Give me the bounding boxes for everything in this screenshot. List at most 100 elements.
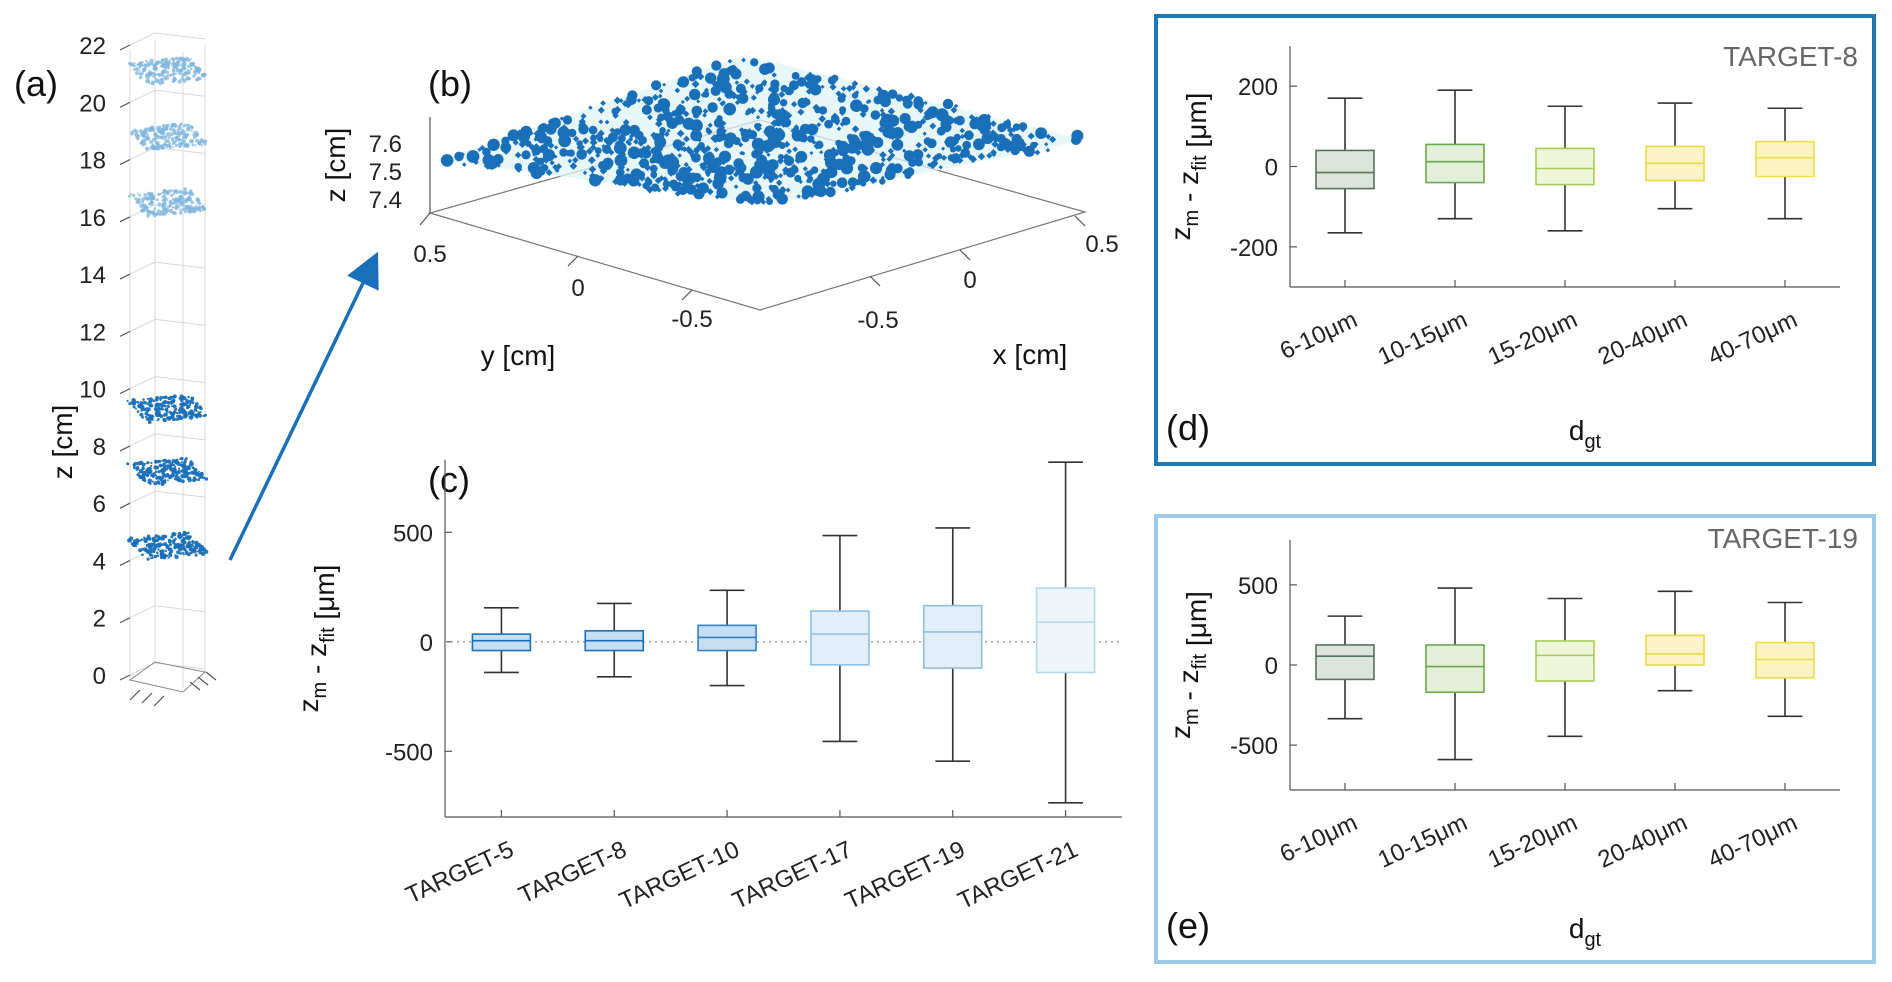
panel-a-particle — [126, 462, 129, 465]
panel-a-particle — [174, 543, 178, 546]
panel-b-particle — [953, 133, 961, 141]
panel-a-particle — [190, 462, 194, 466]
panel-b-particle — [754, 197, 761, 205]
panel-b-particle — [944, 136, 957, 148]
panel-a-particle — [163, 66, 168, 70]
panel-a-particle — [158, 60, 162, 64]
panel-a-particle — [163, 123, 166, 127]
panel-a-particle — [147, 214, 150, 217]
panel-a-gridline — [129, 32, 156, 46]
panel-a-particle — [161, 81, 165, 84]
panel-b-particle — [665, 115, 673, 124]
panel-a-gridline — [129, 261, 156, 275]
panel-b-particle — [674, 114, 685, 125]
panel-b-particle — [690, 129, 703, 142]
panel-a-particle — [131, 193, 136, 198]
panel-b-particle — [959, 127, 965, 134]
panel-a-particle — [197, 140, 202, 145]
panel-b-particle — [977, 152, 986, 161]
panel-a-particle — [199, 471, 204, 477]
panel-a-particle — [185, 198, 189, 202]
panel-a-particle — [192, 70, 196, 74]
panel-b-particle — [735, 195, 745, 204]
panel-a-particle — [154, 73, 157, 76]
panel-b-particle — [581, 137, 590, 145]
panel-e-box-4 — [1755, 601, 1815, 718]
panel-a-particle — [154, 65, 157, 68]
panel-a-particle — [187, 536, 191, 541]
panel-b-particle — [524, 152, 530, 158]
panel-a-particle — [170, 535, 174, 539]
panel-b-particle — [850, 99, 863, 112]
panel-b-particle — [754, 160, 762, 168]
panel-b-particle — [542, 149, 556, 162]
panel-b-particle — [678, 186, 688, 195]
panel-b-particle — [537, 124, 547, 134]
panel-b-particle — [697, 138, 702, 143]
panel-a-particle — [183, 130, 186, 133]
panel-a-particle — [170, 414, 175, 419]
panel-e-box-1 — [1425, 587, 1485, 761]
panel-b-particle — [794, 174, 802, 183]
panel-a-particle — [179, 552, 183, 555]
panel-a-particle — [192, 476, 197, 480]
panel-a-particle — [153, 465, 158, 470]
panel-a-particle — [197, 76, 202, 81]
panel-c-ytick-label: -500 — [385, 739, 433, 766]
panel-b-particle — [816, 122, 822, 128]
panel-b-particle — [802, 166, 808, 172]
panel-d-box-3 — [1645, 102, 1705, 210]
panel-a-particle — [165, 207, 170, 212]
panel-a-particle — [173, 71, 176, 74]
axis-label-part: fit — [1189, 155, 1211, 171]
panel-a-particle — [159, 464, 163, 467]
panel-b-particle — [981, 132, 994, 145]
panel-b-particle — [718, 150, 732, 163]
panel-b-particle — [600, 100, 606, 107]
panel-a-particle — [175, 411, 179, 415]
panel-a-ytick-label: 16 — [79, 205, 106, 232]
panel-a-particle — [156, 209, 161, 214]
panel-c-xtick-label: TARGET-10 — [615, 836, 743, 915]
panel-a-particle — [162, 69, 167, 74]
panel-a-particle — [198, 407, 201, 410]
panel-a-floor-tick — [189, 681, 201, 691]
panel-a-particle — [167, 135, 171, 139]
panel-a-tick-mark — [119, 101, 131, 108]
panel-a-particle — [171, 459, 176, 464]
panel-a-particle — [178, 145, 182, 149]
panel-b-particle — [872, 136, 884, 149]
panel-a-particle — [176, 68, 179, 71]
panel-b-particle — [912, 149, 924, 161]
panel-b-particle — [895, 94, 904, 102]
panel-a-particle — [198, 209, 202, 213]
panel-a-particle — [135, 71, 140, 76]
panel-b-particle — [807, 71, 813, 77]
panel-a-particle — [132, 405, 136, 409]
panel-a-particle — [131, 63, 136, 67]
panel-b-particle — [710, 85, 721, 96]
panel-a-particle — [189, 209, 194, 214]
panel-a-particle — [173, 65, 178, 70]
panel-b-particle — [969, 155, 977, 164]
panel-a-particle — [150, 474, 153, 477]
panel-label-b: (b) — [428, 63, 472, 104]
axis-label-part: z — [293, 698, 324, 712]
panel-b-particle — [675, 171, 686, 182]
panel-a-particle — [191, 540, 195, 544]
panel-a-particle — [137, 404, 141, 408]
panel-a-particle — [191, 125, 194, 129]
panel-b-particle — [689, 75, 695, 81]
axis-label-part: z — [1165, 226, 1196, 240]
panel-a-particle — [155, 476, 159, 480]
panel-a-particle — [169, 549, 174, 554]
panel-a-particle — [195, 541, 198, 545]
panel-a-z-axis-label: z [cm] — [47, 405, 78, 480]
panel-b-particle — [969, 118, 981, 130]
panel-label-c: (c) — [428, 459, 470, 500]
panel-b-particle — [460, 152, 465, 157]
panel-a-particle — [196, 202, 199, 205]
panel-a-particle — [182, 536, 186, 540]
panel-a-particle — [180, 461, 183, 464]
panel-a-particle — [135, 466, 140, 471]
